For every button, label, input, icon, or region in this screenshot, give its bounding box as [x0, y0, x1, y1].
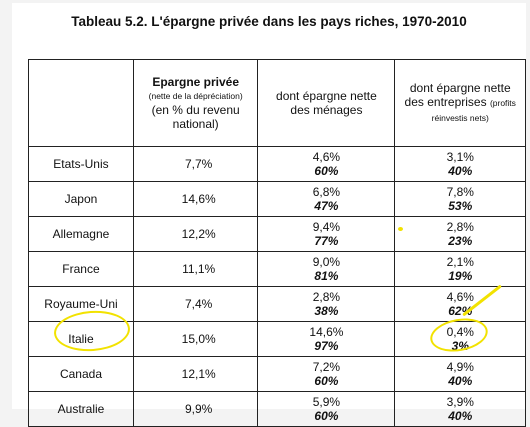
entreprises-value: 3,1%	[446, 150, 474, 164]
entreprises-value: 3,9%	[446, 395, 474, 409]
header-col1-title: Epargne privée	[152, 75, 240, 89]
country-cell: Japon	[28, 181, 134, 217]
menages-cell: 7,2% 60%	[257, 356, 396, 392]
table-title: Tableau 5.2. L'épargne privée dans les p…	[71, 14, 467, 29]
table-row: Australie 9,9% 5,9% 60% 3,9% 40%	[28, 391, 526, 427]
savings-table: Epargne privée (nette de la dépréciation…	[28, 59, 526, 427]
header-col1-note: (nette de la dépréciation)	[148, 91, 243, 101]
epargne-cell: 15,0%	[132, 321, 259, 357]
header-col2-line2: des ménages	[290, 103, 363, 117]
entreprises-value: 2,8%	[446, 220, 474, 234]
entreprises-cell: 4,9% 40%	[394, 356, 526, 392]
entreprises-cell: 2,8% 23%	[394, 216, 526, 252]
header-row: Epargne privée (nette de la dépréciation…	[28, 59, 526, 147]
menages-value: 2,8%	[312, 290, 341, 304]
highlight-dot	[398, 227, 403, 231]
epargne-cell: 7,7%	[132, 146, 259, 182]
menages-share: 97%	[314, 339, 339, 353]
menages-share: 81%	[314, 269, 339, 283]
entreprises-share: 62%	[448, 304, 473, 318]
menages-cell: 2,8% 38%	[257, 286, 396, 322]
menages-value: 9,0%	[312, 255, 341, 269]
entreprises-value: 7,8%	[446, 185, 474, 199]
entreprises-share: 40%	[448, 374, 473, 388]
entreprises-cell: 3,1% 40%	[394, 146, 526, 182]
entreprises-share: 23%	[448, 234, 473, 248]
menages-cell: 4,6% 60%	[257, 146, 396, 182]
menages-cell: 9,0% 81%	[257, 251, 396, 287]
epargne-cell: 7,4%	[132, 286, 259, 322]
entreprises-share: 3%	[451, 339, 469, 353]
entreprises-share: 40%	[448, 409, 473, 423]
menages-cell: 6,8% 47%	[257, 181, 396, 217]
epargne-cell: 11,1%	[132, 251, 259, 287]
entreprises-value: 0,4%	[446, 325, 474, 339]
table-row: Canada 12,1% 7,2% 60% 4,9% 40%	[28, 356, 526, 392]
header-col2-line1: dont épargne nette	[276, 89, 377, 103]
entreprises-cell: 0,4% 3%	[394, 321, 526, 357]
country-cell: Etats-Unis	[28, 146, 134, 182]
entreprises-share: 19%	[448, 269, 473, 283]
table-row: Allemagne 12,2% 9,4% 77% 2,8% 23%	[28, 216, 526, 252]
entreprises-share: 40%	[448, 164, 473, 178]
entreprises-share: 53%	[448, 199, 473, 213]
country-cell: Royaume-Uni	[28, 286, 134, 322]
menages-share: 38%	[314, 304, 339, 318]
entreprises-value: 4,6%	[446, 290, 474, 304]
menages-share: 60%	[314, 374, 339, 388]
menages-value: 5,9%	[312, 395, 341, 409]
menages-cell: 5,9% 60%	[257, 391, 396, 427]
header-menages: dont épargne nette des ménages	[257, 59, 396, 147]
menages-value: 7,2%	[312, 360, 341, 374]
menages-value: 4,6%	[312, 150, 341, 164]
epargne-cell: 12,2%	[132, 216, 259, 252]
header-col3-line2: des entreprises	[404, 95, 487, 109]
menages-share: 60%	[314, 409, 339, 423]
entreprises-value: 4,9%	[446, 360, 474, 374]
epargne-cell: 9,9%	[132, 391, 259, 427]
entreprises-cell: 2,1% 19%	[394, 251, 526, 287]
menages-share: 77%	[314, 234, 339, 248]
country-cell: Canada	[28, 356, 134, 392]
table-row: Etats-Unis 7,7% 4,6% 60% 3,1% 40%	[28, 146, 526, 182]
menages-value: 14,6%	[309, 325, 344, 339]
entreprises-value: 2,1%	[446, 255, 474, 269]
menages-cell: 9,4% 77%	[257, 216, 396, 252]
table-row: Japon 14,6% 6,8% 47% 7,8% 53%	[28, 181, 526, 217]
header-col1-unit: (en % du revenu	[151, 103, 240, 117]
entreprises-cell: 7,8% 53%	[394, 181, 526, 217]
country-cell: Allemagne	[28, 216, 134, 252]
header-col3-note: (profits réinvestis nets)	[431, 98, 516, 123]
table-row: France 11,1% 9,0% 81% 2,1% 19%	[28, 251, 526, 287]
entreprises-cell: 3,9% 40%	[394, 391, 526, 427]
menages-share: 47%	[314, 199, 339, 213]
header-col1-unit2: national)	[172, 117, 219, 131]
document-page: Tableau 5.2. L'épargne privée dans les p…	[12, 3, 526, 427]
header-epargne-privee: Epargne privée (nette de la dépréciation…	[132, 59, 259, 147]
menages-cell: 14,6% 97%	[257, 321, 396, 357]
epargne-cell: 14,6%	[132, 181, 259, 217]
country-cell: Australie	[28, 391, 134, 427]
epargne-cell: 12,1%	[132, 356, 259, 392]
menages-value: 6,8%	[312, 185, 341, 199]
country-cell: France	[28, 251, 134, 287]
entreprises-cell: 4,6% 62%	[394, 286, 526, 322]
header-col3-line1: dont épargne nette	[409, 81, 511, 95]
header-entreprises: dont épargne nette des entreprises (prof…	[394, 59, 526, 147]
header-country	[28, 59, 134, 147]
menages-share: 60%	[314, 164, 339, 178]
menages-value: 9,4%	[312, 220, 341, 234]
